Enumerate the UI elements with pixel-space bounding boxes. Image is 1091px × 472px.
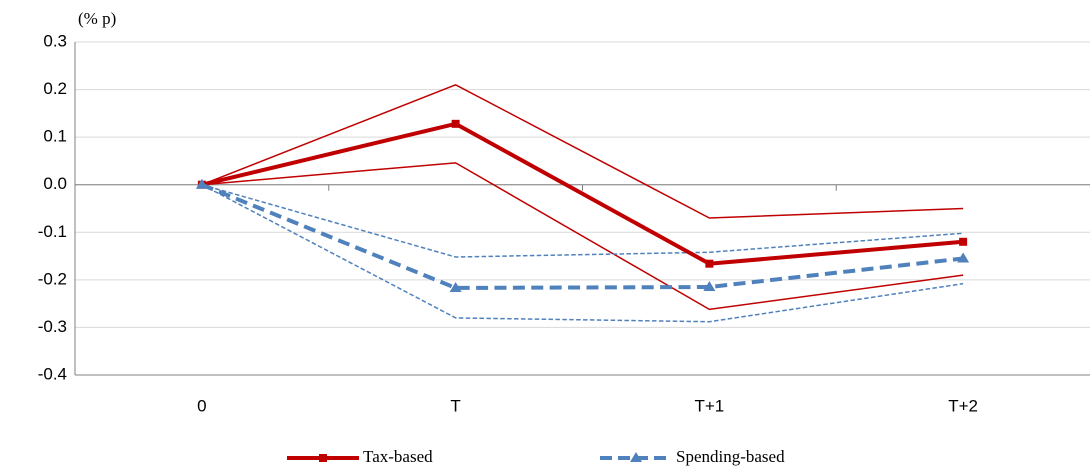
point [703,280,716,291]
band-line [201,183,964,258]
legend-marker [630,452,642,462]
point [957,252,970,263]
y-tick-label: 0.0 [43,174,67,193]
x-tick-label: T [450,396,460,415]
legend-label: Tax-based [363,447,433,466]
legend-marker [319,454,327,462]
point [451,119,460,128]
point [705,259,714,268]
y-unit: (% p) [78,9,116,28]
x-tick-label: 0 [197,396,206,415]
y-tick-label: -0.3 [38,317,67,336]
y-tick-label: 0.2 [43,79,67,98]
series-line [201,121,964,266]
y-tick-label: -0.2 [38,269,67,288]
y-tick-label: -0.1 [38,222,67,241]
point [449,281,462,292]
y-tick-label: -0.4 [38,364,67,383]
x-tick-label: T+1 [694,396,724,415]
legend-label: Spending-based [676,447,785,466]
point [195,178,208,189]
band-line [201,83,964,219]
band-line [201,162,964,311]
y-tick-label: 0.3 [43,31,67,50]
x-tick-label: T+2 [948,396,978,415]
y-tick-label: 0.1 [43,127,67,146]
point [959,237,968,246]
series-line [201,182,964,290]
